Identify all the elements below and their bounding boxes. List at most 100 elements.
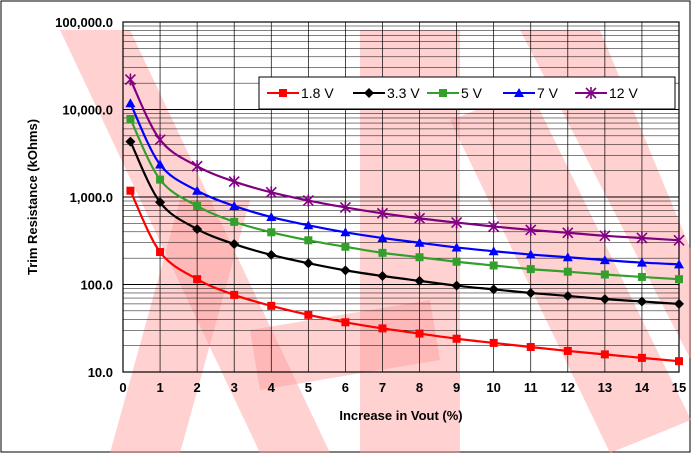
marker-diamond xyxy=(229,239,240,250)
x-tick-label: 4 xyxy=(268,380,276,395)
marker-square xyxy=(230,217,239,226)
marker-triangle xyxy=(266,212,277,222)
series-line xyxy=(129,141,680,306)
marker-square xyxy=(675,275,683,284)
marker-square xyxy=(637,353,646,362)
series-5-v xyxy=(126,114,683,284)
marker-triangle xyxy=(636,257,647,267)
marker-diamond xyxy=(414,275,425,286)
marker-triangle xyxy=(451,242,462,252)
series-12-v xyxy=(124,73,685,247)
legend-label: 1.8 V xyxy=(301,85,334,101)
marker-square xyxy=(637,272,646,281)
marker-square xyxy=(415,329,424,338)
x-tick-label: 0 xyxy=(119,380,126,395)
series-1-8-v xyxy=(126,186,683,366)
series-line xyxy=(129,79,680,242)
x-tick-label: 9 xyxy=(453,380,460,395)
x-tick-label: 10 xyxy=(486,380,500,395)
y-tick-label: 10,000.0 xyxy=(62,103,113,118)
marker-triangle xyxy=(599,255,610,265)
marker-diamond xyxy=(636,296,647,307)
marker-square xyxy=(415,253,424,262)
marker-square xyxy=(452,334,461,343)
marker-diamond xyxy=(525,287,536,298)
marker-diamond xyxy=(562,290,573,301)
marker-square xyxy=(675,357,683,366)
marker-square xyxy=(126,114,135,123)
y-tick-label: 100,000.0 xyxy=(55,15,113,30)
marker-square xyxy=(526,265,535,274)
marker-triangle xyxy=(229,200,240,210)
marker-triangle xyxy=(192,185,203,195)
marker-square xyxy=(489,338,498,347)
y-tick-label: 10.0 xyxy=(88,365,113,380)
x-tick-label: 3 xyxy=(231,380,238,395)
legend-item: 12 V xyxy=(575,85,638,101)
watermark-shape xyxy=(110,200,250,453)
series-7-v xyxy=(125,98,684,269)
marker-triangle xyxy=(514,88,524,97)
marker-diamond xyxy=(451,280,462,291)
marker-triangle xyxy=(488,246,499,256)
marker-triangle xyxy=(377,232,388,242)
x-tick-label: 15 xyxy=(672,380,686,395)
marker-square xyxy=(341,242,350,251)
marker-square xyxy=(193,275,202,284)
watermark-shape xyxy=(250,300,440,390)
marker-diamond xyxy=(155,197,166,208)
marker-diamond xyxy=(303,258,314,269)
marker-triangle xyxy=(125,98,136,108)
x-tick-label: 12 xyxy=(561,380,575,395)
x-tick-label: 7 xyxy=(379,380,386,395)
marker-triangle xyxy=(525,249,536,259)
marker-square xyxy=(600,350,609,359)
legend: 1.8 V 3.3 V 5 V 7 V 12 V xyxy=(258,76,676,110)
marker-square xyxy=(600,270,609,279)
marker-triangle xyxy=(414,237,425,247)
legend-item: 5 V xyxy=(427,85,483,101)
series-3-3-v xyxy=(125,136,684,309)
marker-triangle xyxy=(562,252,573,262)
marker-triangle xyxy=(303,220,314,230)
marker-square xyxy=(304,236,313,245)
marker-square xyxy=(230,290,239,299)
marker-diamond xyxy=(192,224,203,235)
marker-square xyxy=(526,343,535,352)
marker-square xyxy=(156,248,165,257)
legend-item: 7 V xyxy=(503,85,559,101)
plot-area xyxy=(122,21,680,373)
y-tick-label: 100.0 xyxy=(80,278,113,293)
marker-square xyxy=(156,175,165,184)
marker-square xyxy=(267,301,276,310)
legend-item: 3.3 V xyxy=(353,85,420,101)
x-tick-label: 8 xyxy=(416,380,423,395)
marker-square xyxy=(563,267,572,276)
legend-label: 7 V xyxy=(537,85,559,101)
series-line xyxy=(129,190,680,363)
series-line xyxy=(129,118,680,281)
marker-diamond xyxy=(340,265,351,276)
legend-label: 5 V xyxy=(461,85,483,101)
marker-square xyxy=(304,310,313,319)
marker-square xyxy=(279,89,287,97)
marker-square xyxy=(378,324,387,333)
marker-diamond xyxy=(125,136,136,147)
marker-square xyxy=(193,201,202,210)
marker-diamond xyxy=(377,271,388,282)
x-tick-label: 5 xyxy=(305,380,312,395)
marker-diamond xyxy=(674,298,684,309)
marker-square xyxy=(267,228,276,237)
marker-diamond xyxy=(488,284,499,295)
marker-square xyxy=(341,318,350,327)
y-axis-title: Trim Resistance (kOhms) xyxy=(25,119,40,275)
x-tick-label: 2 xyxy=(194,380,201,395)
marker-square xyxy=(489,261,498,270)
x-tick-label: 6 xyxy=(342,380,349,395)
x-tick-label: 11 xyxy=(524,380,538,395)
legend-item: 1.8 V xyxy=(267,85,334,101)
marker-diamond xyxy=(599,294,610,305)
x-axis-title: Increase in Vout (%) xyxy=(339,408,462,423)
